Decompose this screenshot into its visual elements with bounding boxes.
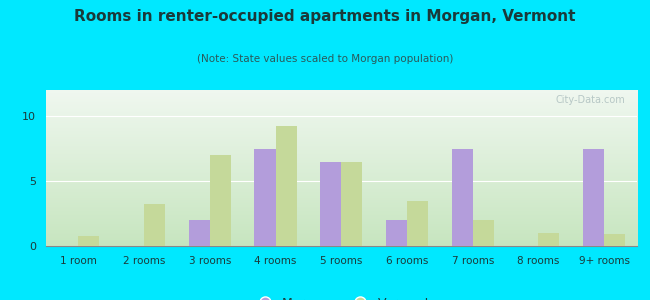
Text: Rooms in renter-occupied apartments in Morgan, Vermont: Rooms in renter-occupied apartments in M… [74,9,576,24]
Legend: Morgan, Vermont: Morgan, Vermont [247,292,436,300]
Bar [341,161,362,246]
Bar [255,148,276,246]
Bar [144,204,165,246]
Text: City-Data.com: City-Data.com [555,95,625,105]
Bar [583,148,604,246]
Bar [473,220,494,246]
Bar [452,148,473,246]
Bar [604,234,625,246]
Bar [188,220,210,246]
Bar [276,126,296,246]
Bar [210,155,231,246]
Bar [320,161,341,246]
Bar [538,233,560,246]
Text: (Note: State values scaled to Morgan population): (Note: State values scaled to Morgan pop… [197,54,453,64]
Bar [407,200,428,246]
Bar [386,220,407,246]
Bar [79,236,99,246]
